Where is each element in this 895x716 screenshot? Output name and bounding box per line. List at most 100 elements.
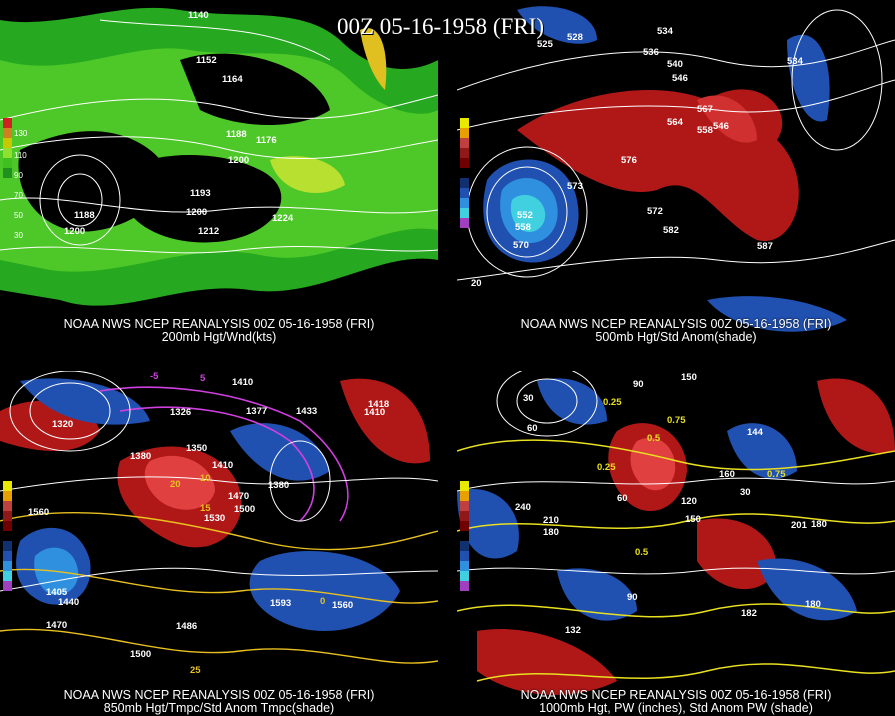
- contour-label: 120: [681, 496, 697, 507]
- map-200mb: 1140 1152 1164 1176 1188 1200 1200 1212 …: [0, 0, 438, 345]
- contour-label: 1500: [234, 504, 255, 515]
- contour-label: 1200: [186, 207, 207, 218]
- contour-label: 201: [791, 520, 808, 531]
- contour-label: 1224: [272, 213, 294, 224]
- panel-caption-source: NOAA NWS NCEP REANALYSIS 00Z 05-16-1958 …: [63, 688, 375, 702]
- contour-label: 1320: [52, 419, 73, 430]
- contour-label: 582: [663, 225, 679, 236]
- contour-label: 573: [567, 181, 583, 192]
- contour-label: 20: [170, 479, 181, 490]
- panel-caption-field: 500mb Hgt/Std Anom(shade): [595, 330, 757, 344]
- contour-label: 5: [200, 373, 206, 384]
- contour-label: 552: [517, 210, 533, 221]
- contour-label: 587: [757, 241, 773, 252]
- contour-label: 1560: [332, 600, 353, 611]
- contour-label: 0.25: [597, 462, 616, 473]
- contour-label: 536: [643, 47, 659, 58]
- contour-label: 144: [747, 427, 764, 438]
- contour-label: 10: [200, 473, 211, 484]
- contour-label: 1418: [368, 399, 389, 410]
- contour-label: 0.75: [767, 469, 786, 480]
- contour-label: 0.75: [667, 415, 686, 426]
- panel-caption-source: NOAA NWS NCEP REANALYSIS 00Z 05-16-1958 …: [520, 688, 832, 702]
- contour-label: 1188: [226, 129, 247, 140]
- contour-label: 0.5: [647, 433, 661, 444]
- contour-label: 534: [787, 56, 804, 67]
- panel-200mb: 1140 1152 1164 1176 1188 1200 1200 1212 …: [0, 0, 438, 345]
- color-legend: [460, 118, 469, 228]
- legend-label: 70: [14, 191, 23, 200]
- contour-label: 546: [713, 121, 729, 132]
- contour-label: 558: [697, 125, 713, 136]
- contour-label: 1350: [186, 443, 207, 454]
- contour-label: 60: [527, 423, 538, 434]
- contour-label: 30: [740, 487, 751, 498]
- contour-label: 180: [805, 599, 821, 610]
- contour-label: 15: [200, 503, 211, 514]
- contour-label: 564: [667, 117, 684, 128]
- contour-label: -5: [150, 371, 159, 382]
- page-title: 00Z 05-16-1958 (FRI): [337, 14, 544, 39]
- contour-label: 1380: [130, 451, 151, 462]
- contour-label: 1486: [176, 621, 197, 632]
- legend-label: 30: [14, 231, 23, 240]
- contour-label: 1593: [270, 598, 291, 609]
- contour-label: 1377: [246, 406, 267, 417]
- contour-label: 60: [617, 493, 628, 504]
- legend-label: 130: [14, 129, 28, 138]
- contour-label: 546: [672, 73, 688, 84]
- contour-label: 528: [567, 32, 583, 43]
- panel-500mb: 528 534 540 546 552 558 564 570 576 582 …: [457, 0, 895, 345]
- contour-label: 534: [657, 26, 674, 37]
- contour-label: 1212: [198, 226, 219, 237]
- contour-label: 150: [681, 372, 697, 383]
- contour-label: 150: [685, 514, 701, 525]
- contour-label: 90: [633, 379, 644, 390]
- contour-label: 558: [515, 222, 531, 233]
- panel-caption-field: 1000mb Hgt, PW (inches), Std Anom PW (sh…: [539, 701, 813, 715]
- map-850mb: 1410 1320 1380 1410 1350 1470 1500 1530 …: [0, 371, 438, 716]
- contour-label: 1140: [188, 10, 209, 21]
- contour-label: 180: [811, 519, 827, 530]
- contour-label: 180: [543, 527, 559, 538]
- contour-label: 540: [667, 59, 683, 70]
- contour-label: 1470: [46, 620, 67, 631]
- contour-label: 1380: [268, 480, 289, 491]
- map-500mb: 528 534 540 546 552 558 564 570 576 582 …: [457, 0, 895, 345]
- contour-label: 1410: [232, 377, 253, 388]
- contour-label: 0.25: [603, 397, 622, 408]
- color-legend: [3, 481, 12, 591]
- contour-label: 240: [515, 502, 531, 513]
- legend-label: 90: [14, 171, 23, 180]
- contour-label: 0: [320, 596, 325, 607]
- contour-label: 132: [565, 625, 581, 636]
- contour-label: 1433: [296, 406, 317, 417]
- panel-caption-field: 200mb Hgt/Wnd(kts): [161, 330, 277, 344]
- contour-label: 1470: [228, 491, 249, 502]
- contour-label: 1410: [212, 460, 233, 471]
- contour-label: 570: [513, 240, 529, 251]
- contour-label: 1560: [28, 507, 49, 518]
- contour-label: 1188: [74, 210, 95, 221]
- color-legend: [3, 118, 12, 178]
- panel-caption-source: NOAA NWS NCEP REANALYSIS 00Z 05-16-1958 …: [520, 317, 832, 331]
- panel-caption-field: 850mb Hgt/Tmpc/Std Anom Tmpc(shade): [103, 701, 335, 715]
- contour-label: 1193: [190, 188, 211, 199]
- contour-label: 572: [647, 206, 663, 217]
- contour-label: 1440: [58, 597, 79, 608]
- contour-label: 30: [523, 393, 534, 404]
- contour-label: 90: [627, 592, 638, 603]
- contour-label: 1410: [364, 407, 385, 418]
- contour-label: 576: [621, 155, 637, 166]
- map-1000mb: 150 90 30 60 0.25 0.5 0.75 120 180 210 1…: [457, 371, 895, 716]
- contour-label: 1530: [204, 513, 225, 524]
- contour-label: 567: [697, 104, 713, 115]
- contour-label: 160: [719, 469, 735, 480]
- legend-label: 110: [14, 151, 27, 160]
- contour-label: 0.5: [635, 547, 649, 558]
- contour-label: 182: [741, 608, 757, 619]
- contour-label: 1326: [170, 407, 191, 418]
- panel-caption-source: NOAA NWS NCEP REANALYSIS 00Z 05-16-1958 …: [63, 317, 375, 331]
- contour-label: 525: [537, 39, 554, 50]
- contour-label: 1405: [46, 587, 68, 598]
